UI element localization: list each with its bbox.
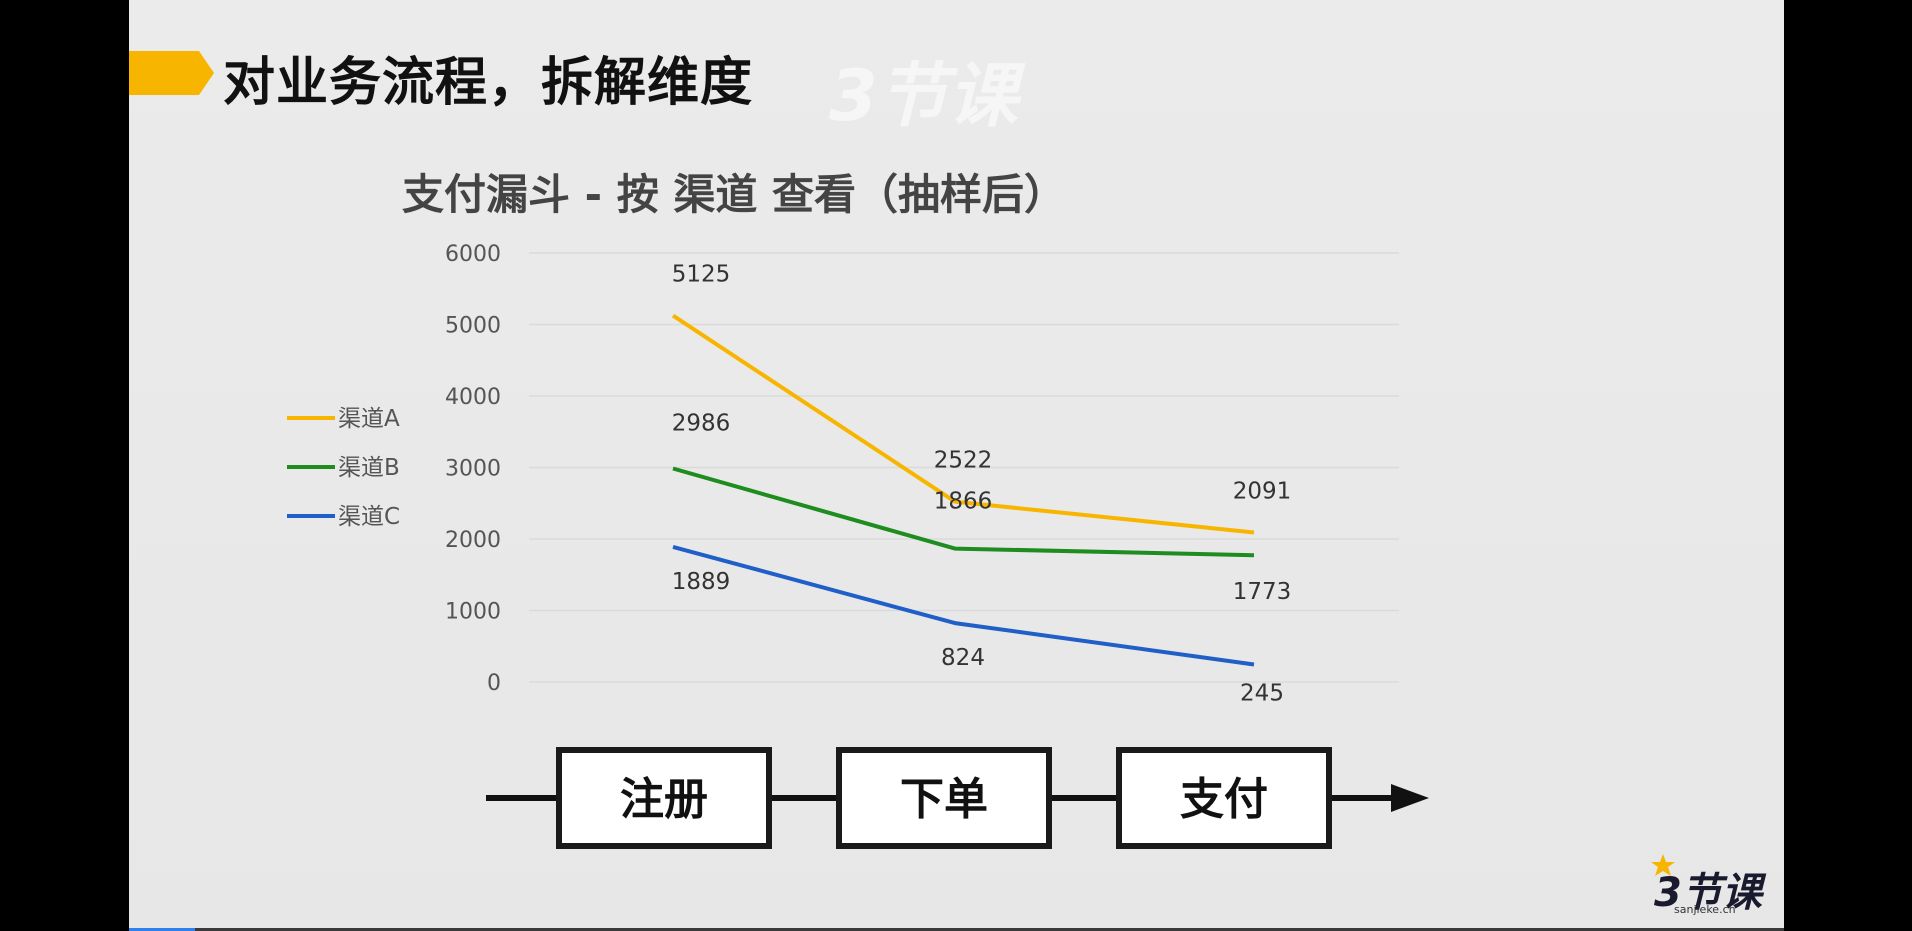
data-label: 1889 (672, 569, 731, 595)
line-chart: 支付漏斗 - 按 渠道 查看（抽样后） 0 1000 2000 3000 4000 500… (287, 170, 1399, 707)
y-tick-label: 6000 (445, 242, 501, 267)
process-step-label: 支付 (1180, 774, 1268, 825)
process-step-label: 下单 (900, 774, 988, 825)
y-tick-label: 1000 (445, 600, 501, 625)
brand-star-icon (1651, 854, 1675, 876)
process-step-box (836, 747, 1052, 849)
process-step-box (1116, 747, 1332, 849)
data-label: 5125 (672, 262, 731, 288)
y-axis-ticks: 0 1000 2000 3000 4000 5000 6000 (445, 242, 501, 696)
legend-label: 渠道A (338, 406, 400, 432)
title-marker (129, 51, 214, 95)
series-line (671, 313, 1255, 535)
data-label: 824 (941, 645, 985, 671)
series-line (672, 466, 1255, 558)
y-tick-label: 2000 (445, 528, 501, 553)
slide: 对业务流程，拆解维度 3节课 支付漏斗 - 按 渠道 查看（抽样后） 0 1000… (129, 0, 1784, 931)
data-label: 2091 (1233, 478, 1292, 504)
brand-logo: 3节课 (1654, 870, 1762, 916)
data-label: 2986 (672, 411, 731, 437)
process-step-box (556, 747, 772, 849)
data-label: 1773 (1233, 579, 1292, 605)
data-label: 1866 (934, 489, 993, 515)
legend-label: 渠道C (338, 504, 400, 530)
flow-arrow-head (1391, 784, 1429, 812)
process-flow: 注册 下单 支付 (486, 747, 1429, 849)
data-label: 2522 (934, 448, 993, 474)
process-step-label: 注册 (620, 774, 708, 825)
chart-title: 支付漏斗 - 按 渠道 查看（抽样后） (402, 170, 1066, 219)
series-line (672, 545, 1255, 667)
y-tick-label: 0 (487, 671, 501, 696)
y-tick-label: 4000 (445, 385, 501, 410)
data-labels: 5125 2522 2091 2986 1866 1773 1889 824 245 (672, 262, 1292, 707)
series-lines (671, 313, 1255, 667)
data-label: 245 (1240, 680, 1284, 706)
brand-url: sanjieke.cn (1674, 903, 1736, 916)
slide-title: 对业务流程，拆解维度 (223, 53, 754, 113)
video-progress-bar[interactable] (129, 928, 1784, 931)
y-tick-label: 3000 (445, 457, 501, 482)
legend-label: 渠道B (338, 455, 400, 481)
watermark-logo: 3节课 (829, 55, 1018, 137)
y-tick-label: 5000 (445, 314, 501, 339)
chart-legend: 渠道A 渠道B 渠道C (287, 406, 400, 530)
video-progress-fill (129, 928, 196, 931)
